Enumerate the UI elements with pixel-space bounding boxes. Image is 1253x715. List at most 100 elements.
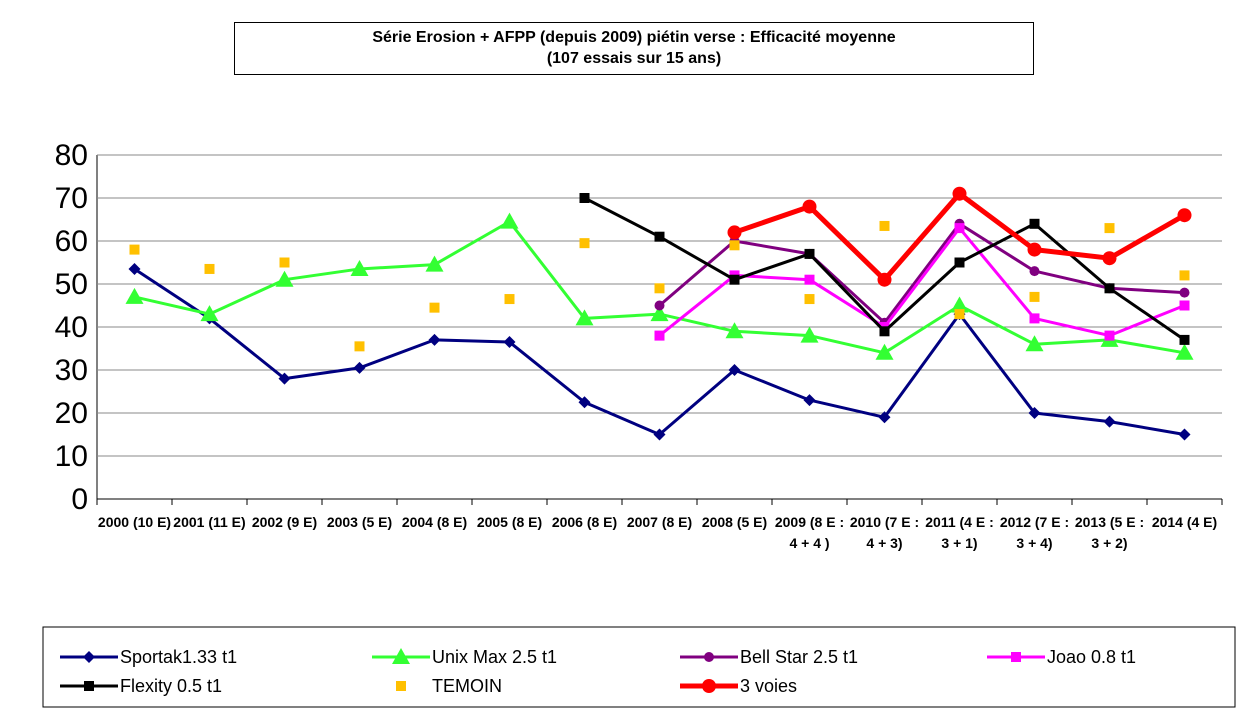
marker [725,322,744,339]
legend-label: 3 voies [740,676,797,696]
x-tick-label: 2007 (8 E) [626,514,693,530]
marker [804,248,815,259]
x-tick-label: 2006 (8 E) [551,514,618,530]
marker [875,343,894,360]
marker [1104,283,1115,294]
marker [1177,208,1192,223]
marker [579,193,590,203]
marker [1011,652,1021,662]
x-tick-label: 2000 (10 E) [97,514,172,530]
marker [1029,218,1040,229]
marker [654,283,665,294]
marker [278,372,291,385]
legend-label: Bell Star 2.5 t1 [740,647,858,667]
marker [802,199,817,214]
marker [1029,266,1040,277]
marker [428,333,441,346]
x-tick-label: 2010 (7 E : 4 + 3) [849,514,920,551]
series-line [133,267,1185,436]
marker [1179,334,1190,345]
marker [200,305,219,322]
marker [728,364,741,376]
chart-title: Série Erosion + AFPP (depuis 2009) piéti… [372,29,896,46]
marker [1175,343,1194,360]
x-tick-label: 2001 (11 E) [173,514,246,530]
x-tick-label: 2009 (8 E : 4 + 4 ) [774,514,845,551]
marker [878,411,891,424]
marker [1102,251,1117,266]
marker [704,652,714,662]
series-line [658,222,1185,325]
marker [1103,415,1116,428]
chart-subtitle: (107 essais sur 15 ans) [546,50,722,67]
x-tick-label: 2011 (4 E : 3 + 1) [925,514,994,551]
marker [84,681,94,691]
legend-label: Unix Max 2.5 t1 [432,647,557,667]
x-tick-label: 2002 (9 E) [251,514,318,530]
y-tick-label: 50 [55,268,88,301]
marker [1028,407,1041,419]
marker [1025,335,1044,352]
marker [727,225,742,240]
marker [804,294,815,305]
y-tick-label: 70 [55,182,88,215]
marker [954,309,965,320]
marker [702,679,716,693]
marker [578,396,591,409]
legend-label: Flexity 0.5 t1 [120,676,222,696]
series [125,212,1194,360]
marker [804,274,815,285]
x-tick-label: 2008 (5 E) [701,514,768,530]
marker [392,648,410,664]
marker [1027,242,1042,257]
legend-label: Joao 0.8 t1 [1047,647,1136,667]
marker [729,274,740,285]
x-tick-label: 2005 (8 E) [476,514,543,530]
marker [729,240,740,251]
y-tick-label: 30 [55,354,88,387]
legend-label: Sportak1.33 t1 [120,647,237,667]
marker [204,263,215,274]
y-tick-label: 10 [55,440,88,473]
marker [503,336,516,349]
marker [1104,330,1115,341]
marker [353,361,366,374]
y-tick-label: 60 [55,225,88,258]
marker [879,326,890,337]
x-tick-label: 2012 (7 E : 3 + 4) [999,514,1070,551]
marker [275,270,294,287]
marker [654,231,665,242]
marker [579,238,590,249]
marker [950,296,969,313]
x-tick-label: 2013 (5 E : 3 + 2) [1074,514,1145,551]
marker [654,330,665,341]
y-tick-label: 80 [55,139,88,172]
marker [952,186,967,201]
marker [504,294,515,305]
marker [1029,291,1040,302]
marker [1178,428,1191,441]
marker [83,651,95,663]
marker [575,309,594,326]
marker [879,220,890,231]
marker [129,244,140,255]
marker [350,259,369,276]
x-tick-label: 2014 (4 E) [1151,514,1218,530]
marker [800,326,819,343]
marker [354,341,365,352]
marker [654,300,665,311]
marker [125,287,144,304]
marker [1179,300,1190,311]
marker [954,257,965,268]
x-tick-label: 2003 (5 E) [326,514,393,530]
marker [650,305,669,322]
marker [396,681,406,691]
marker [877,272,892,287]
marker [425,255,444,272]
y-tick-label: 0 [71,483,88,516]
marker [1179,270,1190,281]
marker [954,223,965,234]
marker [500,212,519,229]
